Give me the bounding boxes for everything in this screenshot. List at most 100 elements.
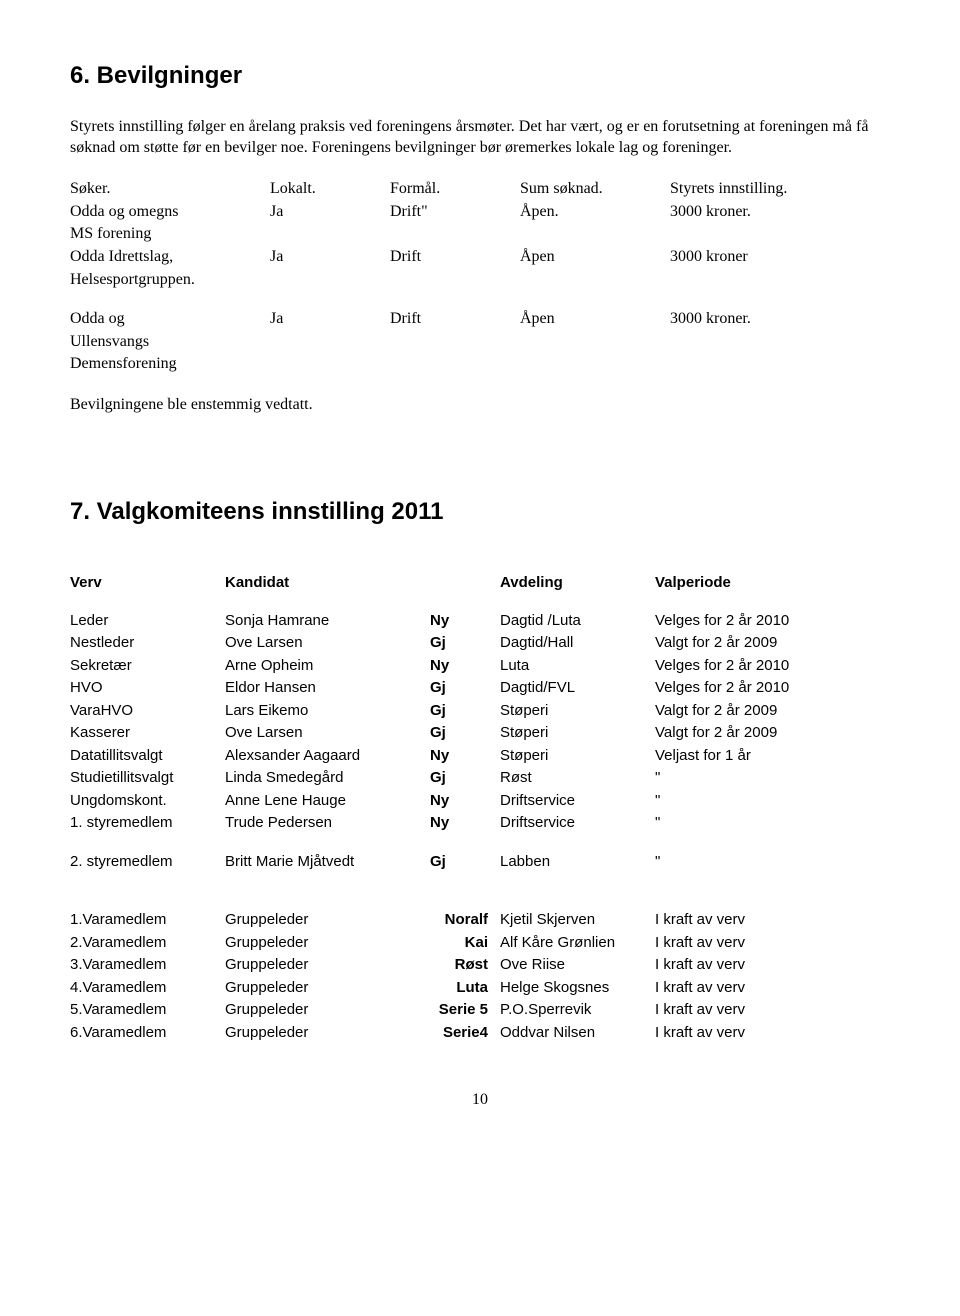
valg-valperiode: Velges for 2 år 2010	[655, 656, 890, 679]
valg-table: Verv Kandidat Avdeling Valperiode LederS…	[70, 573, 890, 1045]
valg-verv: Leder	[70, 611, 225, 634]
grants-innstilling: 3000 kroner.	[670, 309, 890, 332]
valg-avdeling: Dagtid /Luta	[500, 611, 655, 634]
valg-row: VaraHVOLars EikemoGjStøperiValgt for 2 å…	[70, 701, 890, 724]
valg-kandidat: Gruppeleder	[225, 978, 430, 1001]
valg-verv: Studietillitsvalgt	[70, 768, 225, 791]
valg-verv: Ungdomskont.	[70, 791, 225, 814]
grants-formal: Drift"	[390, 202, 520, 225]
valg-row: KassererOve LarsenGjStøperiValgt for 2 å…	[70, 723, 890, 746]
valg-verv: Datatillitsvalgt	[70, 746, 225, 769]
valg-verv: Sekretær	[70, 656, 225, 679]
valg-avdeling: Dagtid/FVL	[500, 678, 655, 701]
valg-row: 1. styremedlemTrude PedersenNyDriftservi…	[70, 813, 890, 836]
valg-kandidat: Ove Larsen	[225, 633, 430, 656]
valg-status: Gj	[430, 768, 500, 791]
grants-row: Odda og omegns Ja Drift" Åpen. 3000 kron…	[70, 202, 890, 225]
valg-avdeling: Helge Skogsnes	[500, 978, 655, 1001]
valg-verv: 2. styremedlem	[70, 852, 225, 875]
valg-valperiode: I kraft av verv	[655, 955, 890, 978]
valg-row: NestlederOve LarsenGjDagtid/HallValgt fo…	[70, 633, 890, 656]
valg-verv: 5.Varamedlem	[70, 1000, 225, 1023]
valg-avdeling: Støperi	[500, 746, 655, 769]
valg-kandidat: Alexsander Aagaard	[225, 746, 430, 769]
valg-kandidat: Arne Opheim	[225, 656, 430, 679]
valg-valperiode: I kraft av verv	[655, 933, 890, 956]
valg-avdeling: Dagtid/Hall	[500, 633, 655, 656]
grants-row-cont: MS forening	[70, 224, 890, 247]
valg-status: Noralf	[430, 910, 500, 933]
valg-row: 6.VaramedlemGruppelederSerie4Oddvar Nils…	[70, 1023, 890, 1046]
grants-sum: Åpen.	[520, 202, 670, 225]
grants-soker-line2: Ullensvangs	[70, 332, 270, 355]
valg-kandidat: Gruppeleder	[225, 1023, 430, 1046]
valg-status: Gj	[430, 678, 500, 701]
section6-title: 6. Bevilgninger	[70, 60, 890, 91]
valg-verv: HVO	[70, 678, 225, 701]
valg-status: Ny	[430, 656, 500, 679]
grants-table: Søker. Lokalt. Formål. Sum søknad. Styre…	[70, 179, 890, 377]
valg-row: 3.VaramedlemGruppelederRøstOve RiiseI kr…	[70, 955, 890, 978]
grants-soker-line1: Odda Idrettslag,	[70, 247, 270, 270]
grants-row-cont: Helsesportgruppen.	[70, 270, 890, 293]
valg-valperiode: "	[655, 813, 890, 836]
valg-row: 1.VaramedlemGruppelederNoralfKjetil Skje…	[70, 910, 890, 933]
valg-kandidat: Eldor Hansen	[225, 678, 430, 701]
grants-row: Odda og Ja Drift Åpen 3000 kroner.	[70, 309, 890, 332]
valg-kandidat: Gruppeleder	[225, 1000, 430, 1023]
grants-formal: Drift	[390, 309, 520, 332]
valg-row: 2.VaramedlemGruppelederKaiAlf Kåre Grønl…	[70, 933, 890, 956]
section7-title: 7. Valgkomiteens innstilling 2011	[70, 496, 890, 527]
grants-soker-line2: MS forening	[70, 224, 270, 247]
valg-verv: 4.Varamedlem	[70, 978, 225, 1001]
valg-h-blank	[430, 573, 500, 611]
valg-verv: 2.Varamedlem	[70, 933, 225, 956]
valg-verv: Kasserer	[70, 723, 225, 746]
valg-h-kandidat: Kandidat	[225, 573, 430, 611]
valg-status: Gj	[430, 723, 500, 746]
valg-avdeling: Støperi	[500, 701, 655, 724]
valg-kandidat: Trude Pedersen	[225, 813, 430, 836]
valg-kandidat: Sonja Hamrane	[225, 611, 430, 634]
valg-row: Ungdomskont.Anne Lene HaugeNyDriftservic…	[70, 791, 890, 814]
valg-valperiode: I kraft av verv	[655, 910, 890, 933]
grants-h-formal: Formål.	[390, 179, 520, 202]
grants-h-sum: Sum søknad.	[520, 179, 670, 202]
valg-row: DatatillitsvalgtAlexsander AagaardNyStøp…	[70, 746, 890, 769]
grants-row-cont: Demensforening	[70, 354, 890, 377]
grants-innstilling: 3000 kroner.	[670, 202, 890, 225]
valg-status: Kai	[430, 933, 500, 956]
valg-h-avdeling: Avdeling	[500, 573, 655, 611]
grants-lokalt: Ja	[270, 309, 390, 332]
valg-status: Røst	[430, 955, 500, 978]
grants-header-row: Søker. Lokalt. Formål. Sum søknad. Styre…	[70, 179, 890, 202]
valg-row: 2. styremedlemBritt Marie MjåtvedtGjLabb…	[70, 852, 890, 875]
valg-valperiode: "	[655, 852, 890, 875]
valg-verv: 1. styremedlem	[70, 813, 225, 836]
valg-avdeling: Driftservice	[500, 813, 655, 836]
valg-verv: 6.Varamedlem	[70, 1023, 225, 1046]
valg-valperiode: Valgt for 2 år 2009	[655, 633, 890, 656]
valg-status: Serie4	[430, 1023, 500, 1046]
valg-valperiode: Velges for 2 år 2010	[655, 678, 890, 701]
valg-row: 4.VaramedlemGruppelederLutaHelge Skogsne…	[70, 978, 890, 1001]
valg-valperiode: "	[655, 791, 890, 814]
valg-row: StudietillitsvalgtLinda SmedegårdGjRøst"	[70, 768, 890, 791]
valg-status: Ny	[430, 791, 500, 814]
valg-kandidat: Anne Lene Hauge	[225, 791, 430, 814]
valg-row: 5.VaramedlemGruppelederSerie 5P.O.Sperre…	[70, 1000, 890, 1023]
grants-h-soker: Søker.	[70, 179, 270, 202]
grants-h-innstilling: Styrets innstilling.	[670, 179, 890, 202]
valg-h-valperiode: Valperiode	[655, 573, 890, 611]
valg-status: Gj	[430, 633, 500, 656]
grants-row-cont: Ullensvangs	[70, 332, 890, 355]
page-number: 10	[70, 1090, 890, 1111]
valg-valperiode: I kraft av verv	[655, 978, 890, 1001]
section6-closing: Bevilgningene ble enstemmig vedtatt.	[70, 395, 890, 416]
valg-avdeling: P.O.Sperrevik	[500, 1000, 655, 1023]
valg-status: Gj	[430, 701, 500, 724]
grants-sum: Åpen	[520, 247, 670, 270]
valg-kandidat: Gruppeleder	[225, 955, 430, 978]
valg-kandidat: Britt Marie Mjåtvedt	[225, 852, 430, 875]
grants-soker-line2: Helsesportgruppen.	[70, 270, 270, 293]
